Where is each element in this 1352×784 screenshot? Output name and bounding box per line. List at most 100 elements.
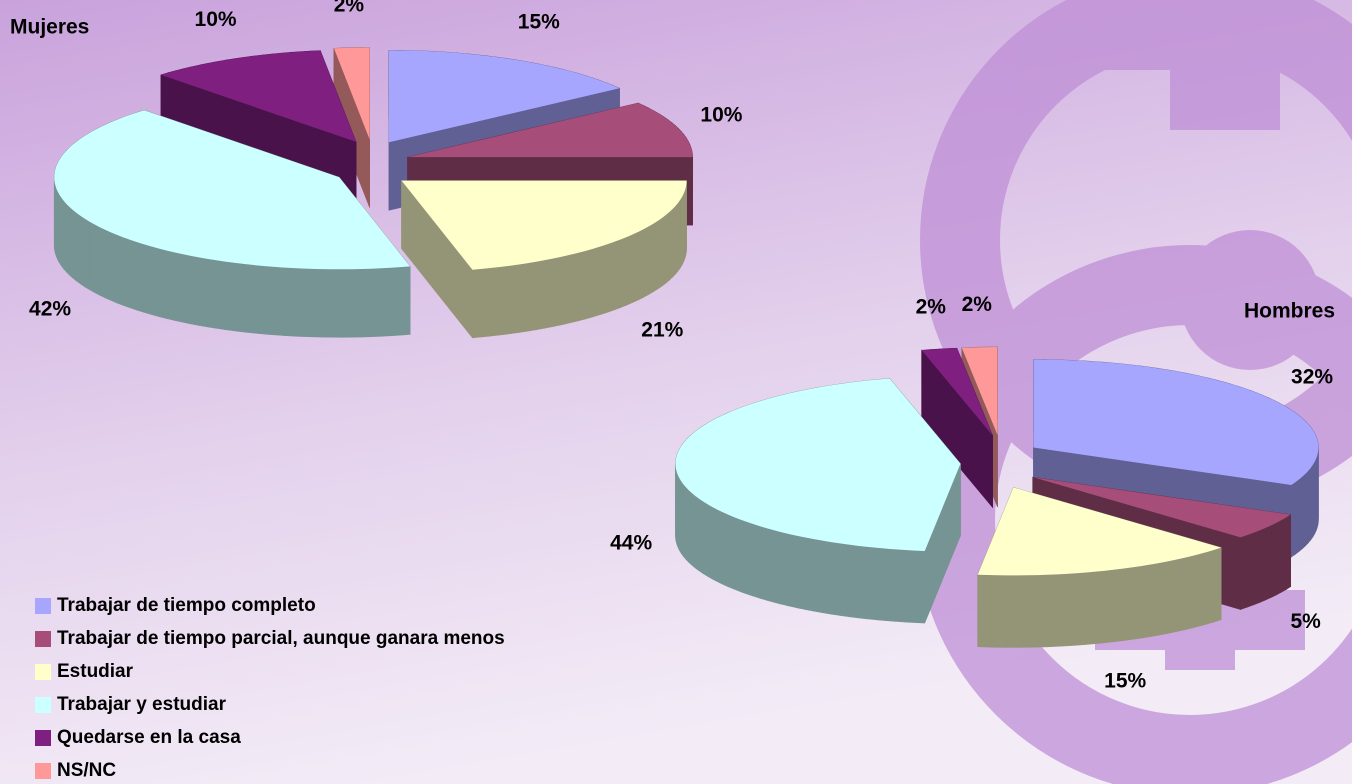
slice-side [130, 240, 137, 310]
slice-side [678, 200, 680, 271]
slice-side [722, 512, 728, 587]
slice-side [322, 269, 332, 337]
slice-side [1306, 471, 1309, 546]
slice-side [789, 534, 797, 608]
slice-side [166, 250, 174, 320]
slice-side [312, 269, 322, 337]
slice-side [77, 213, 81, 284]
slice-side [774, 530, 782, 604]
slice-side [1295, 479, 1299, 554]
chart-title: Hombres [1244, 300, 1335, 323]
slice-side [767, 528, 774, 602]
legend-swatch [35, 763, 51, 779]
slice-side [208, 259, 217, 328]
slice-side [400, 266, 410, 335]
slice-side [89, 222, 94, 293]
slice-side [1266, 525, 1272, 600]
slice-side [159, 248, 167, 318]
slice-side [351, 269, 361, 337]
slice-side [199, 257, 208, 327]
slice-side [593, 247, 600, 317]
slice-side [64, 201, 67, 272]
slice-side [695, 496, 699, 571]
slice-side [151, 246, 159, 316]
legend-label: Trabajar de tiempo parcial, aunque ganar… [57, 628, 505, 649]
slice-side [654, 221, 658, 292]
slice-side [482, 268, 491, 337]
data-label: 42% [29, 297, 71, 320]
slice-side [244, 264, 253, 333]
slice-side [673, 206, 676, 277]
slice-side [797, 536, 805, 610]
slice-side [1277, 520, 1282, 595]
slice-side [491, 267, 500, 336]
slice-side [978, 575, 988, 647]
slice-side [1124, 567, 1133, 640]
slice-side [1133, 566, 1142, 639]
slice-side [607, 242, 614, 312]
slice-side [1159, 561, 1167, 635]
slice-side [144, 244, 151, 314]
slice-side [1214, 548, 1221, 622]
slice-side [1247, 533, 1253, 607]
slice-side [1286, 515, 1290, 590]
data-label: 2% [916, 295, 947, 318]
slice-side [254, 265, 263, 334]
slice-side [302, 269, 312, 337]
slice-side [111, 232, 117, 303]
legend-label: Estudiar [57, 661, 134, 682]
slice-side [226, 262, 235, 331]
slice-side [699, 499, 703, 574]
slice-side [1105, 570, 1114, 643]
slice-side [649, 224, 654, 295]
slice-side [1254, 530, 1260, 604]
slice-side [562, 255, 570, 325]
data-label: 44% [610, 531, 652, 554]
slice-side [545, 258, 553, 328]
slice-side [519, 263, 528, 332]
slice-side [1168, 560, 1176, 634]
slice-side [707, 504, 712, 579]
slice-side [600, 244, 607, 314]
slice-side [681, 481, 683, 556]
slice-side [670, 209, 673, 280]
slice-side [191, 256, 200, 326]
data-label: 10% [195, 8, 237, 31]
slice-side [1086, 572, 1096, 645]
chart-title: Mujeres [10, 16, 89, 39]
slice-side [1241, 535, 1248, 609]
slice-side [472, 269, 482, 338]
slice-side [633, 232, 639, 303]
slice-side [621, 237, 627, 307]
slice-side [806, 538, 814, 612]
slice-side [263, 266, 273, 335]
slice-side [578, 251, 586, 321]
slice-side [728, 515, 734, 589]
slice-side [998, 575, 1008, 647]
slice-side [1303, 474, 1306, 549]
slice-side [1027, 575, 1037, 647]
slice-side [614, 240, 620, 310]
slice-side [85, 219, 90, 290]
slice-side [849, 545, 858, 618]
slice-side [746, 522, 753, 596]
slice-side [1299, 477, 1302, 552]
slice-side [183, 254, 191, 324]
slice-side [831, 542, 840, 615]
slice-side [361, 269, 371, 337]
slice-side [1200, 552, 1207, 626]
slice-side [174, 252, 182, 322]
slice-side [676, 203, 679, 274]
slice-side [686, 487, 689, 562]
slice-side [59, 195, 61, 266]
slice-side [510, 264, 519, 333]
slice-side [381, 268, 391, 337]
legend-label: Trabajar de tiempo completo [57, 595, 316, 616]
legend-swatch [35, 730, 51, 746]
slice-side [94, 224, 99, 295]
slice-side [73, 210, 77, 281]
slice-side [1271, 523, 1276, 598]
slice-side [627, 234, 633, 305]
slice-side [342, 269, 352, 337]
slice-side [273, 267, 283, 336]
